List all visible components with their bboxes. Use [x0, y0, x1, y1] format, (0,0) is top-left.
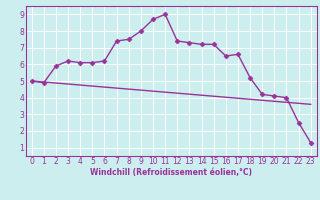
X-axis label: Windchill (Refroidissement éolien,°C): Windchill (Refroidissement éolien,°C) — [90, 168, 252, 177]
